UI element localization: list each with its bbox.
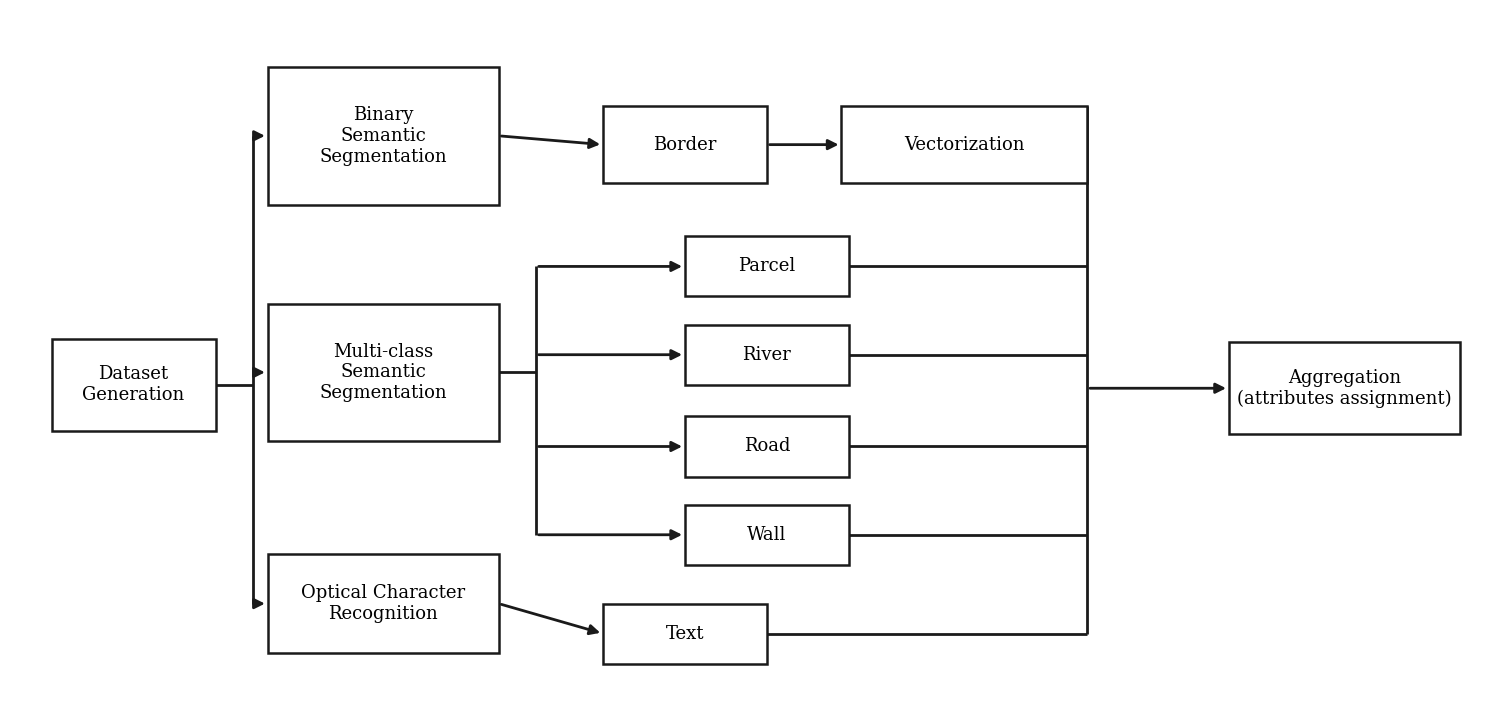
FancyBboxPatch shape xyxy=(268,67,499,204)
Text: Road: Road xyxy=(743,438,790,456)
FancyBboxPatch shape xyxy=(684,416,848,477)
FancyBboxPatch shape xyxy=(1229,342,1460,434)
FancyBboxPatch shape xyxy=(684,236,848,297)
Text: Wall: Wall xyxy=(747,526,787,544)
Text: River: River xyxy=(743,346,791,364)
FancyBboxPatch shape xyxy=(841,106,1087,184)
Text: Parcel: Parcel xyxy=(738,258,796,276)
Text: Multi-class
Semantic
Segmentation: Multi-class Semantic Segmentation xyxy=(319,343,447,402)
Text: Vectorization: Vectorization xyxy=(904,135,1024,153)
Text: Binary
Semantic
Segmentation: Binary Semantic Segmentation xyxy=(319,106,447,166)
Text: Aggregation
(attributes assignment): Aggregation (attributes assignment) xyxy=(1236,369,1451,408)
FancyBboxPatch shape xyxy=(603,603,767,664)
Text: Dataset
Generation: Dataset Generation xyxy=(83,365,185,404)
FancyBboxPatch shape xyxy=(603,106,767,184)
Text: Border: Border xyxy=(653,135,716,153)
Text: Optical Character
Recognition: Optical Character Recognition xyxy=(301,584,465,623)
Text: Text: Text xyxy=(666,625,704,643)
FancyBboxPatch shape xyxy=(268,554,499,653)
FancyBboxPatch shape xyxy=(268,304,499,441)
FancyBboxPatch shape xyxy=(51,339,215,431)
FancyBboxPatch shape xyxy=(684,505,848,564)
FancyBboxPatch shape xyxy=(684,325,848,384)
